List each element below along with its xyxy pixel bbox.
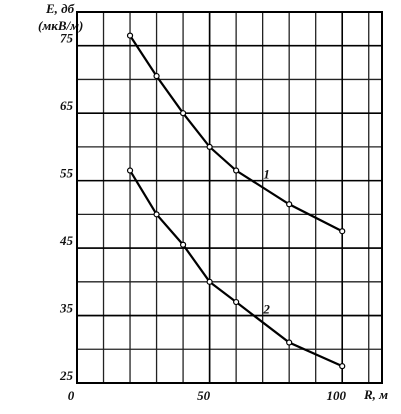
y-tick-label: 55 bbox=[60, 166, 74, 181]
y-tick-label: 45 bbox=[59, 233, 74, 248]
series-label: 1 bbox=[263, 166, 270, 181]
data-point bbox=[233, 298, 240, 306]
data-point bbox=[126, 167, 134, 174]
data-point bbox=[286, 201, 293, 208]
x-tick-label: 0 bbox=[68, 388, 75, 403]
data-point bbox=[179, 110, 187, 117]
data-point bbox=[206, 143, 213, 151]
data-point bbox=[233, 167, 240, 174]
y-tick-label: 65 bbox=[60, 98, 74, 113]
y-tick-label: 25 bbox=[59, 368, 74, 383]
x-axis-label: R, м bbox=[363, 387, 388, 402]
y-tick-label: 35 bbox=[59, 301, 74, 316]
data-point bbox=[179, 241, 187, 248]
x-tick-label: 100 bbox=[326, 388, 346, 403]
data-point bbox=[206, 278, 213, 285]
x-tick-label: 50 bbox=[197, 388, 211, 403]
data-point bbox=[339, 228, 346, 235]
data-point bbox=[153, 72, 160, 80]
series-label: 2 bbox=[262, 301, 270, 316]
y-tick-label: 75 bbox=[60, 31, 74, 46]
data-point bbox=[153, 211, 160, 218]
plot-frame bbox=[76, 11, 383, 384]
data-point bbox=[126, 32, 134, 39]
y-axis-label: E, дб bbox=[45, 1, 75, 16]
data-point bbox=[286, 339, 293, 346]
y-axis-label: (мкВ/м) bbox=[38, 18, 83, 33]
data-point bbox=[339, 363, 346, 370]
